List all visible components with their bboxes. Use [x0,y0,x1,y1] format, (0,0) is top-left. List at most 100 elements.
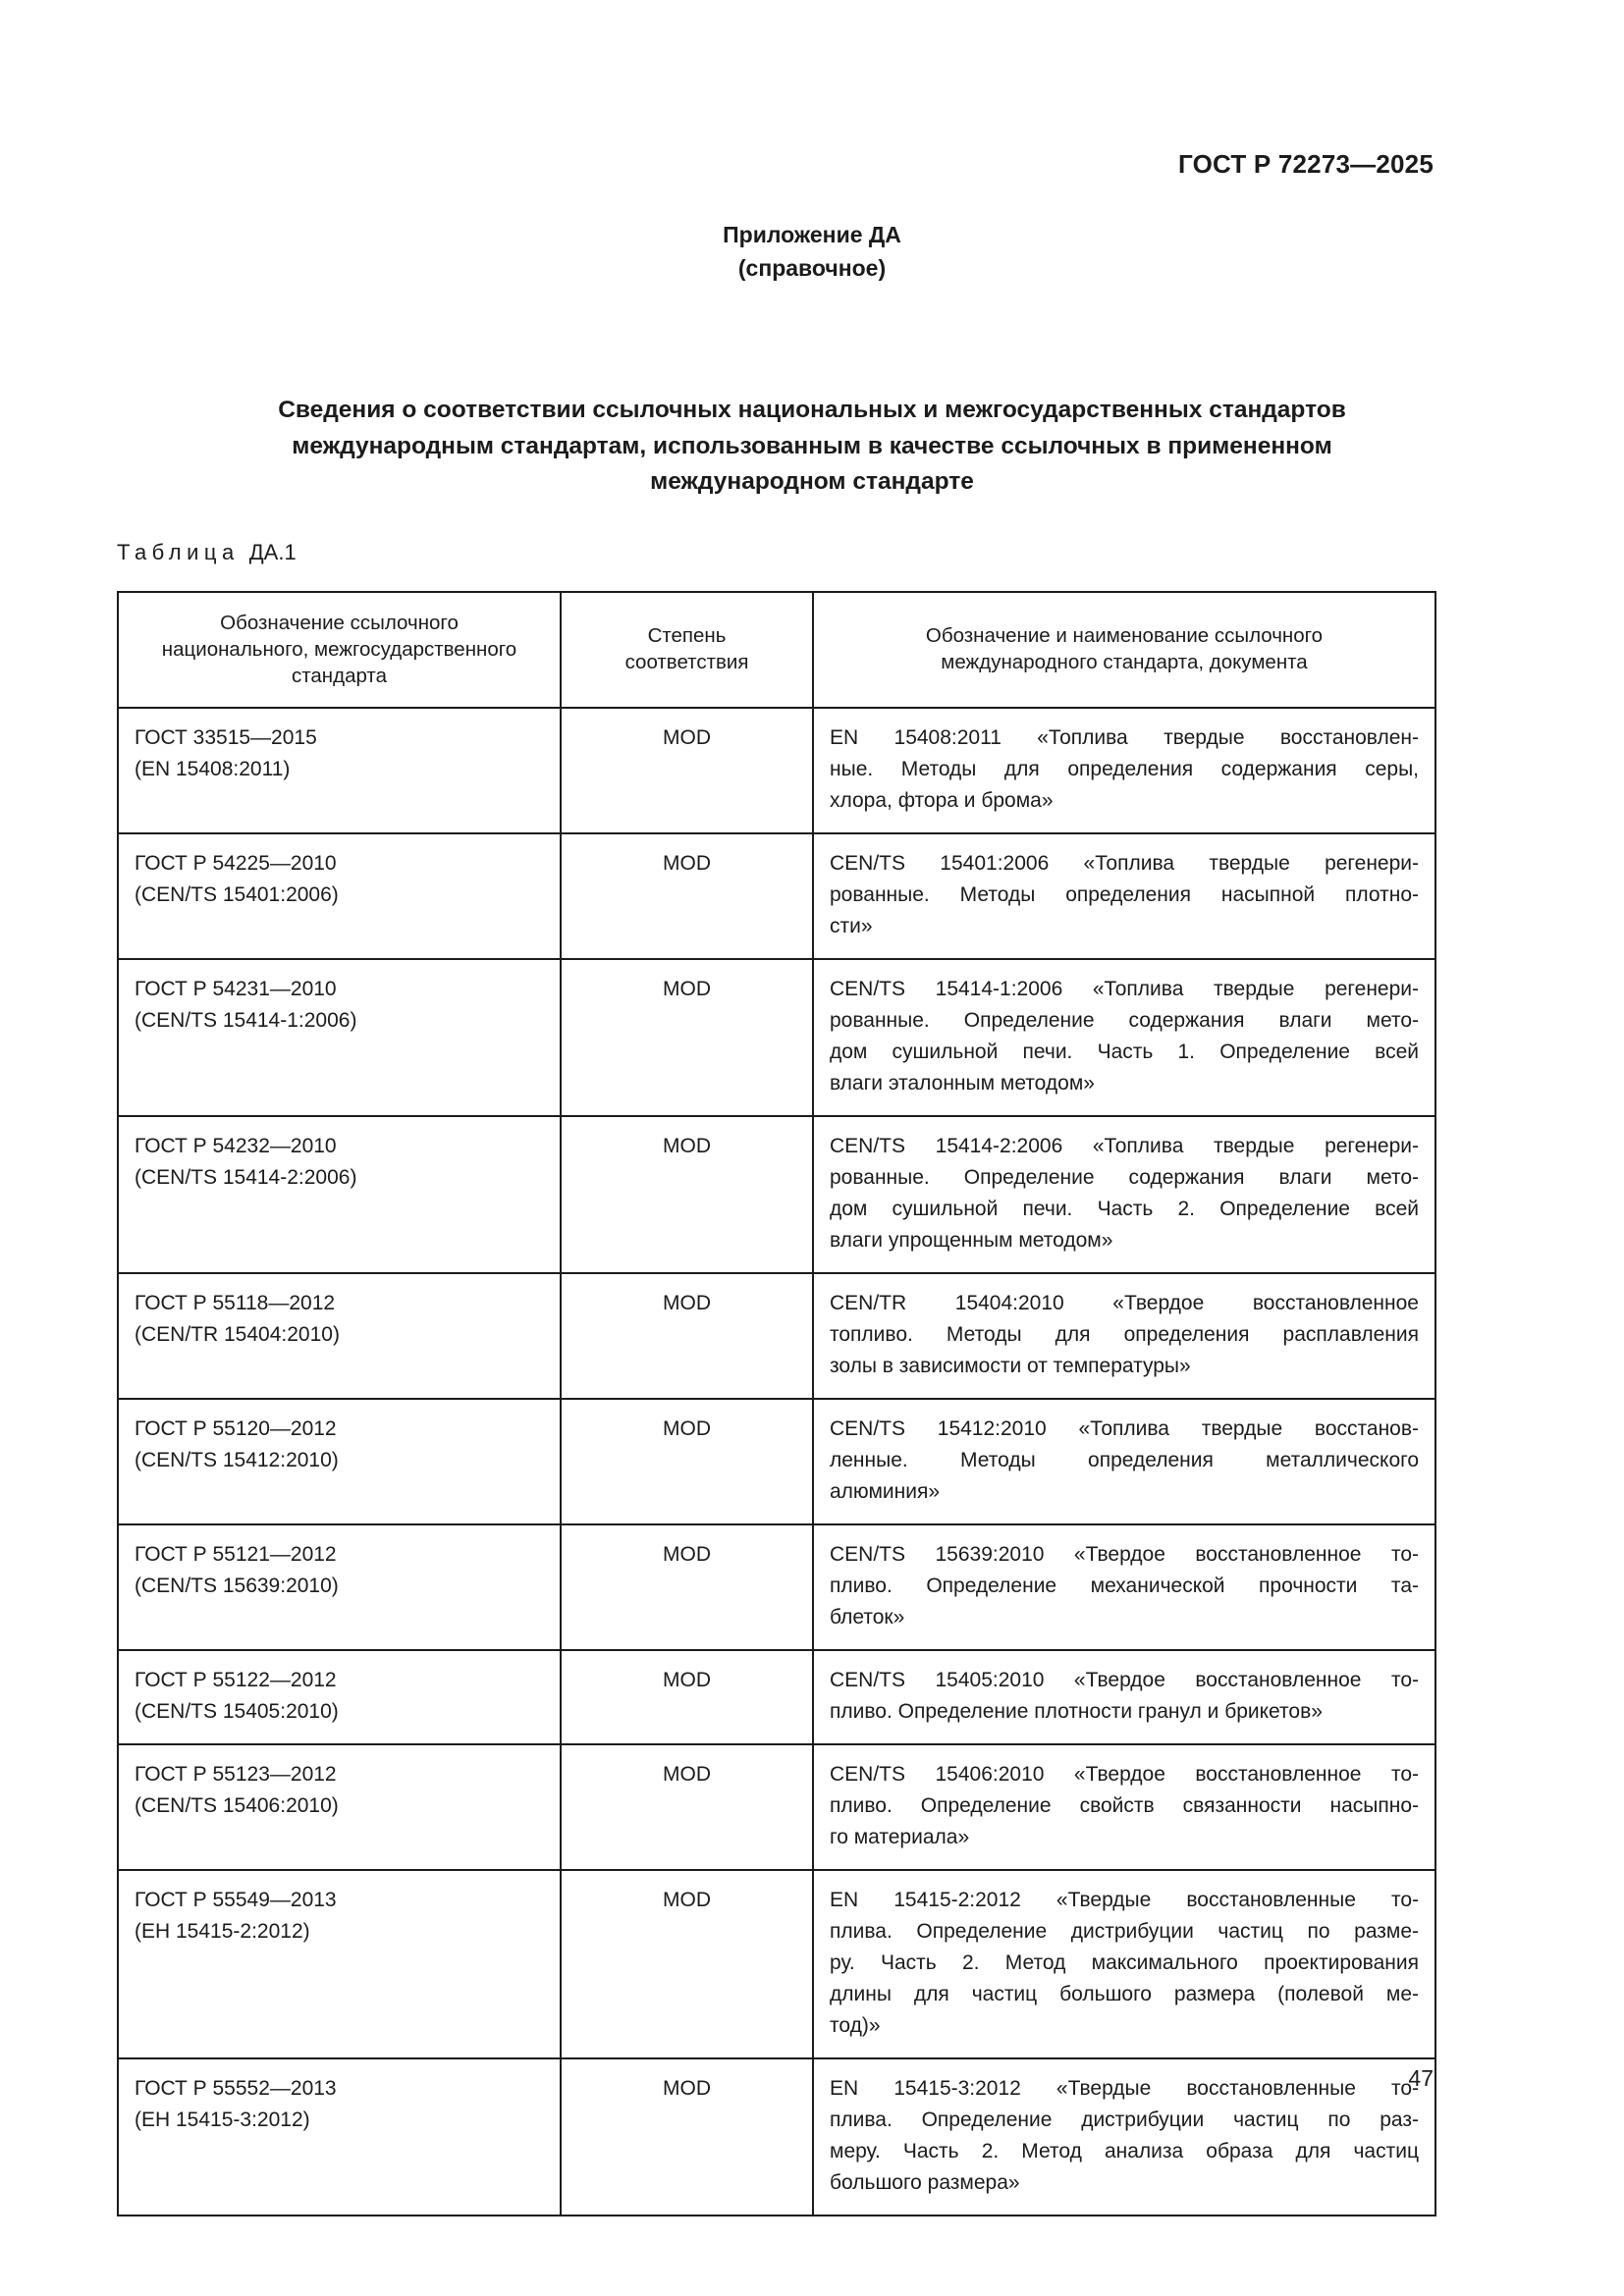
cell-text-line: ГОСТ Р 54231—2010 [135,978,337,1000]
table-row: ГОСТ Р 55552—2013 (ЕН 15415-3:2012) MOD EN … [117,2057,1436,2216]
column-header-reference-standard: Обозначение ссылочного национального, ме… [117,591,562,709]
column-header-line: Обозначение ссылочного [220,611,459,634]
table-row: ГОСТ Р 55122—2012 (CEN/TS 15405:2010) MOD C… [117,1649,1436,1745]
cell-international-standard: EN 15408:2011 «Топлива твердые восстанов… [812,707,1436,834]
table-caption: Таблица ДА.1 [117,540,297,565]
cell-text-line: CEN/TS 15401:2006 «Топлива твердые реген… [830,852,1419,875]
cell-reference-standard: ГОСТ Р 54231—2010 (CEN/TS 15414-1:2006) [117,958,562,1117]
column-header-line: стандарта [291,664,387,687]
table-row: ГОСТ Р 55549—2013 (ЕН 15415-2:2012) MOD EN … [117,1869,1436,2059]
column-header-line: международного стандарта, документа [941,651,1308,673]
column-header-international-standard: Обозначение и наименование ссылочного ме… [812,591,1436,709]
cell-international-standard: CEN/TS 15405:2010 «Твердое восстановленн… [812,1649,1436,1745]
page-title: Сведения о соответствии ссылочных национ… [165,393,1459,501]
cell-reference-standard: ГОСТ Р 54225—2010 (CEN/TS 15401:2006) [117,832,562,960]
cell-international-standard: EN 15415-3:2012 «Твердые восстановленные… [812,2057,1436,2216]
cell-text-line: (CEN/TS 15412:2010) [135,1449,339,1471]
cell-text-line: рованные. Определение содержания влаги м… [830,1166,1419,1189]
cell-text-line: пливо. Определение плотности гранул и бр… [830,1700,1323,1723]
cell-reference-standard: ГОСТ Р 55122—2012 (CEN/TS 15405:2010) [117,1649,562,1745]
cell-international-standard: CEN/TS 15412:2010 «Топлива твердые восст… [812,1398,1436,1525]
table-row: ГОСТ Р 55118—2012 (CEN/TR 15404:2010) MOD C… [117,1272,1436,1400]
cell-reference-standard: ГОСТ Р 55121—2012 (CEN/TS 15639:2010) [117,1523,562,1651]
cell-text-line: ГОСТ Р 55122—2012 [135,1669,337,1691]
cell-conformity-degree: MOD [560,1869,814,2059]
column-header-line: соответствия [624,651,749,673]
cell-reference-standard: ГОСТ Р 55120—2012 (CEN/TS 15412:2010) [117,1398,562,1525]
column-header-conformity-degree: Степень соответствия [560,591,814,709]
cell-reference-standard: ГОСТ Р 55118—2012 (CEN/TR 15404:2010) [117,1272,562,1400]
table-row: ГОСТ Р 54232—2010 (CEN/TS 15414-2:2006) MO… [117,1115,1436,1274]
cell-reference-standard: ГОСТ Р 55552—2013 (ЕН 15415-3:2012) [117,2057,562,2216]
page-title-line-3: международном стандарте [650,468,974,495]
cell-international-standard: CEN/TS 15414-1:2006 «Топлива твердые рег… [812,958,1436,1117]
cell-text-line: (ЕН 15415-2:2012) [135,1920,310,1943]
cell-text-line: ГОСТ Р 54225—2010 [135,852,337,875]
cell-text-line: (CEN/TS 15401:2006) [135,883,339,906]
cell-text-line: ГОСТ Р 55123—2012 [135,1763,337,1786]
cell-text-line: CEN/TR 15404:2010 «Твердое восстановленн… [830,1292,1419,1314]
cell-text-line: топливо. Методы для определения расплавл… [830,1323,1419,1346]
cell-text-line: меру. Часть 2. Метод анализа образа для … [830,2140,1419,2163]
cell-text-line: (CEN/TS 15405:2010) [135,1700,339,1723]
cell-text-line: пливо. Определение механической прочност… [830,1575,1419,1597]
cell-text-line: большого размера» [830,2171,1020,2194]
annex-title: Приложение ДА [723,222,901,247]
cell-international-standard: CEN/TS 15406:2010 «Твердое восстановленн… [812,1743,1436,1871]
cell-text-line: CEN/TS 15405:2010 «Твердое восстановленн… [830,1669,1419,1691]
cell-international-standard: CEN/TS 15639:2010 «Твердое восстановленн… [812,1523,1436,1651]
cell-conformity-degree: MOD [560,1272,814,1400]
cell-text-line: тод)» [830,2014,881,2037]
column-header-line: национального, межгосударственного [161,637,517,661]
cell-text-line: EN 15415-2:2012 «Твердые восстановленные… [830,1889,1419,1911]
page-title-line-2: международным стандартам, использованным… [292,432,1332,459]
cell-text-line: ГОСТ Р 54232—2010 [135,1135,337,1157]
cell-text-line: CEN/TS 15414-2:2006 «Топлива твердые рег… [830,1135,1419,1157]
cell-text-line: CEN/TS 15406:2010 «Твердое восстановленн… [830,1763,1419,1786]
cell-text-line: го материала» [830,1826,970,1848]
cell-reference-standard: ГОСТ Р 54232—2010 (CEN/TS 15414-2:2006) [117,1115,562,1274]
table-caption-number: ДА.1 [248,540,297,564]
cell-text-line: ГОСТ Р 55118—2012 [135,1292,336,1314]
page-title-line-1: Сведения о соответствии ссылочных национ… [278,397,1346,423]
page-number: 47 [1408,2065,1434,2091]
cell-text-line: влаги упрощенным методом» [830,1229,1113,1252]
cell-text-line: ГОСТ Р 55121—2012 [135,1543,337,1566]
cell-text-line: (EN 15408:2011) [135,758,291,780]
cell-text-line: блеток» [830,1606,905,1629]
cell-text-line: рованные. Определение содержания влаги м… [830,1009,1419,1032]
cell-text-line: EN 15415-3:2012 «Твердые восстановленные… [830,2077,1419,2100]
cell-text-line: плива. Определение дистрибуции частиц по… [830,1920,1419,1943]
cell-text-line: ГОСТ Р 55549—2013 [135,1889,337,1911]
cell-international-standard: CEN/TS 15401:2006 «Топлива твердые реген… [812,832,1436,960]
cell-conformity-degree: MOD [560,1649,814,1745]
table-body: ГОСТ 33515—2015 (EN 15408:2011) MOD EN 1540… [117,707,1436,2216]
cell-text-line: ру. Часть 2. Метод максимального проекти… [830,1951,1419,1974]
cell-text-line: длины для частиц большого размера (полев… [830,1983,1419,2005]
cell-text-line: CEN/TS 15412:2010 «Топлива твердые восст… [830,1417,1419,1440]
correspondence-table: Обозначение ссылочного национального, ме… [117,591,1436,2216]
cell-text-line: влаги эталонным методом» [830,1072,1095,1095]
table-caption-word: Таблица [117,540,240,564]
cell-text-line: (CEN/TS 15414-1:2006) [135,1009,357,1032]
cell-text-line: дом сушильной печи. Часть 2. Определение… [830,1198,1419,1220]
cell-text-line: (CEN/TS 15414-2:2006) [135,1166,357,1189]
cell-international-standard: CEN/TS 15414-2:2006 «Топлива твердые рег… [812,1115,1436,1274]
cell-text-line: (CEN/TS 15406:2010) [135,1794,339,1817]
cell-text-line: алюминия» [830,1480,940,1503]
cell-text-line: ГОСТ 33515—2015 [135,726,317,749]
cell-text-line: (CEN/TR 15404:2010) [135,1323,340,1346]
cell-international-standard: CEN/TR 15404:2010 «Твердое восстановленн… [812,1272,1436,1400]
cell-text-line: дом сушильной печи. Часть 1. Определение… [830,1041,1419,1063]
table-row: ГОСТ Р 54231—2010 (CEN/TS 15414-1:2006) MO… [117,958,1436,1117]
cell-text-line: CEN/TS 15414-1:2006 «Топлива твердые рег… [830,978,1419,1000]
table-row: ГОСТ Р 55123—2012 (CEN/TS 15406:2010) MOD C… [117,1743,1436,1871]
cell-text-line: ные. Методы для определения содержания с… [830,758,1419,780]
cell-conformity-degree: MOD [560,1743,814,1871]
table-head: Обозначение ссылочного национального, ме… [117,591,1436,709]
cell-text-line: плива. Определение дистрибуции частиц по… [830,2109,1419,2131]
cell-text-line: ленные. Методы определения металлическог… [830,1449,1419,1471]
cell-reference-standard: ГОСТ 33515—2015 (EN 15408:2011) [117,707,562,834]
table-row: ГОСТ Р 55120—2012 (CEN/TS 15412:2010) MOD C… [117,1398,1436,1525]
